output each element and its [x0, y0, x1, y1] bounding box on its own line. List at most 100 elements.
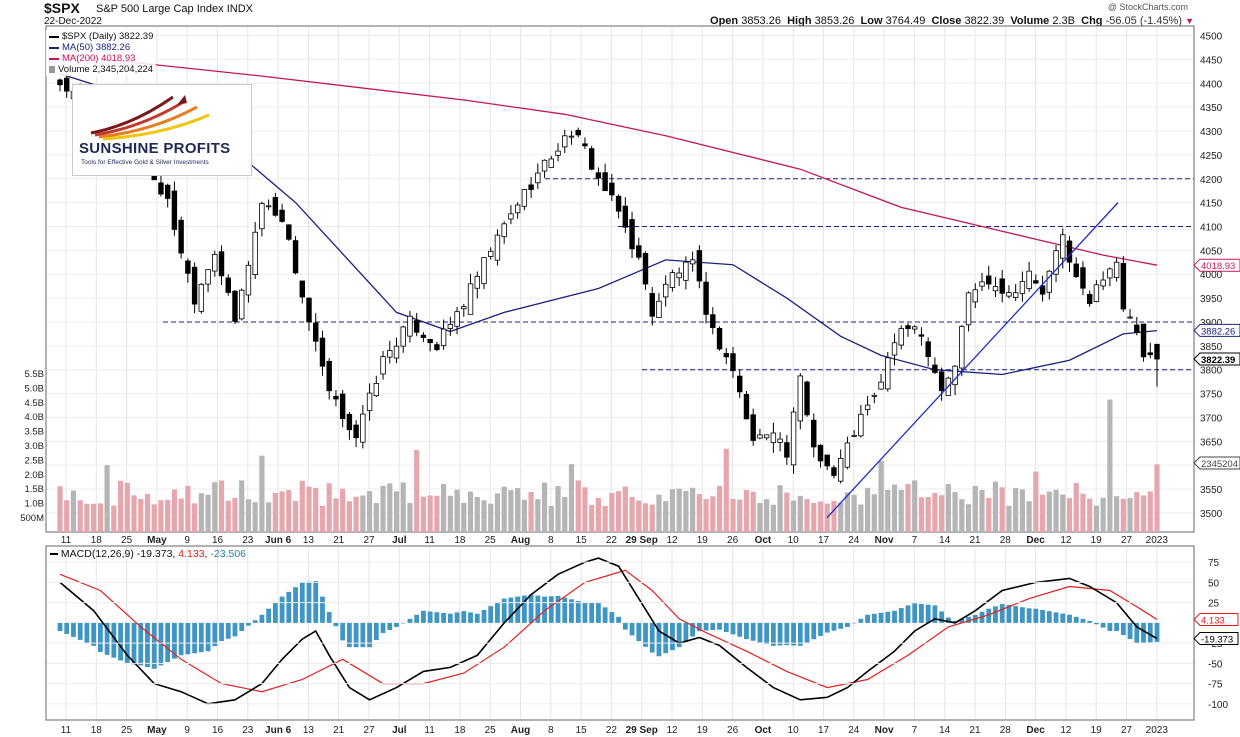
macd-hist-bar — [770, 622, 776, 646]
volume-bar — [743, 490, 750, 532]
candle-body — [272, 197, 279, 216]
volume-bar — [568, 464, 575, 532]
macd-hist-bar — [952, 620, 958, 623]
x-tick-label: 29 Sep — [626, 535, 658, 546]
price-tag-label: 3822.39 — [1201, 355, 1235, 366]
volume-bar — [212, 482, 218, 532]
macd-hist-bar — [232, 622, 238, 637]
volume-bar — [669, 489, 676, 532]
price-tag: 3822.39 — [1193, 352, 1240, 366]
candle-body — [279, 209, 285, 222]
x-tick-label: 27 — [1121, 725, 1133, 736]
y-tick-label: 3800 — [1200, 366, 1223, 377]
volume-bar — [225, 500, 231, 532]
candle-body — [420, 334, 427, 338]
volume-bar — [891, 484, 898, 532]
candle-body — [555, 150, 561, 156]
x-tick-label: 9 — [184, 535, 190, 546]
candle-body — [286, 224, 292, 240]
x-tick-label: 21 — [969, 535, 981, 546]
volume-bar — [683, 491, 689, 532]
macd-hist-bar — [495, 602, 500, 623]
volume-bar — [1073, 483, 1079, 532]
candle-body — [380, 356, 386, 375]
volume-bar — [548, 506, 554, 532]
x-tick-label: 29 Sep — [626, 725, 658, 736]
macd-hist-bar — [508, 597, 514, 623]
candle-body — [158, 182, 164, 195]
y-tick-label: 4200 — [1200, 175, 1223, 186]
macd-hist-bar — [138, 622, 144, 666]
candle-body — [696, 250, 703, 282]
volume-value: 2.3B — [1052, 15, 1075, 27]
macd-hist-bar — [1026, 608, 1032, 623]
legend-ma50-label: MA(50) 3882.26 — [62, 42, 131, 53]
volume-bar — [898, 489, 904, 532]
candle-body — [905, 325, 911, 330]
candle-body — [649, 293, 655, 317]
macd-line — [59, 557, 1158, 705]
volume-bar — [1140, 495, 1147, 532]
macd-hist-bar — [818, 622, 823, 636]
macd-hist-bar — [609, 612, 615, 623]
x-tick-label: 2023 — [1146, 535, 1169, 546]
volume-bar — [1100, 497, 1106, 532]
y-tick-label: 4050 — [1200, 246, 1223, 257]
volume-bar — [912, 480, 918, 532]
macd-hist-bar — [468, 612, 473, 623]
candle-body — [205, 269, 211, 285]
candle-body — [710, 314, 716, 328]
candle-body — [972, 289, 978, 303]
ma200-line — [59, 53, 1158, 266]
x-tick-label: 27 — [363, 535, 375, 546]
volume-bar — [1154, 464, 1160, 532]
candle-body — [333, 395, 339, 400]
macd-hist-bar — [178, 622, 184, 656]
macd-hist-bar — [165, 622, 171, 662]
candle-body — [1113, 261, 1120, 278]
candle-body — [292, 240, 299, 274]
macd-hist-bar — [1094, 622, 1099, 625]
candle-body — [232, 290, 238, 322]
candle-body — [535, 172, 541, 184]
volume-bar — [292, 500, 299, 532]
macd-hist-bar — [293, 587, 298, 623]
macd-value: -19.373 — [136, 548, 173, 560]
x-tick-label: 19 — [1091, 535, 1103, 546]
x-tick-label: 24 — [848, 535, 860, 546]
volume-bar — [1080, 493, 1086, 532]
macd-hist-bar — [824, 622, 830, 633]
macd-hist-bar — [414, 614, 420, 623]
candle-body — [178, 219, 184, 254]
macd-hist-bar — [286, 591, 292, 623]
candle-body — [252, 231, 258, 275]
volume-bar — [1026, 501, 1032, 532]
volume-bar — [124, 482, 130, 532]
legend-volume-label: Volume 2,345,204,224 — [58, 64, 154, 75]
volume-bar — [333, 498, 339, 532]
x-tick-label: 21 — [333, 535, 345, 546]
candle-body — [663, 283, 669, 298]
volume-bar — [1039, 494, 1046, 532]
volume-bar — [165, 499, 171, 532]
volume-bar — [158, 500, 164, 532]
macd-hist-bar — [225, 622, 231, 639]
date-axis: 11 18 25 May 9 16 23 Jun 6 13 21 27 Jul 11 18 25 Aug 8 15… — [61, 535, 1169, 546]
volume-bar — [1019, 489, 1025, 532]
volume-bar — [198, 493, 204, 532]
volume-bar — [878, 460, 884, 532]
volume-bar — [1046, 491, 1052, 532]
candle-body — [1140, 323, 1147, 358]
volume-bar — [414, 450, 420, 532]
candle-body — [1100, 279, 1106, 287]
macd-hist-bar — [1067, 614, 1072, 623]
volume-bar — [602, 505, 608, 532]
x-tick-label: 24 — [848, 725, 860, 736]
macd-hist-bar — [71, 622, 76, 637]
price-tag-box — [1193, 456, 1240, 470]
volume-tick-label: 2.5B — [24, 455, 44, 466]
macd-hist-bar — [912, 603, 918, 623]
candle-body — [952, 365, 958, 386]
macd-hist-bar — [945, 617, 951, 623]
volume-bar — [515, 488, 521, 532]
